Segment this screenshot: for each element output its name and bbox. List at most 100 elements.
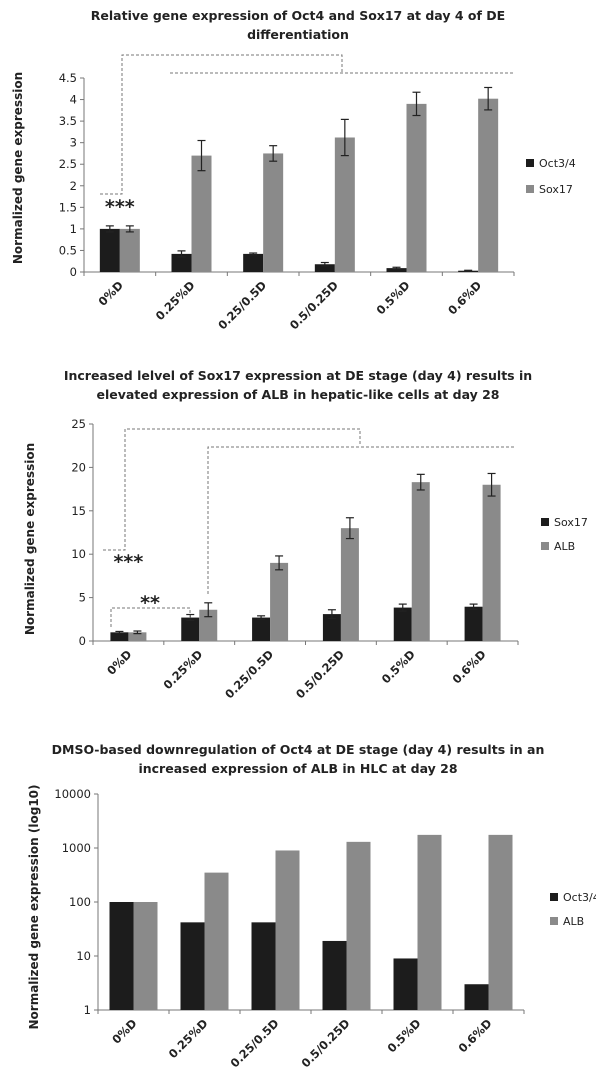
bar-sox17 — [191, 155, 212, 272]
bar-sox17 — [478, 98, 499, 273]
bar-oct3-4 — [243, 253, 264, 272]
chart-oct4-alb-log: DMSO-based downregulation of Oct4 at DE … — [27, 742, 596, 1070]
x-tick-label: 0.6%D — [455, 1016, 494, 1055]
bar-oct3-4 — [464, 984, 489, 1010]
y-tick-label: 2 — [70, 179, 77, 193]
y-tick-label: 25 — [71, 417, 86, 431]
bar-alb — [340, 528, 359, 641]
y-tick-label: 1 — [84, 1003, 91, 1017]
bar-oct3-4 — [109, 902, 134, 1010]
y-tick-label: 10000 — [54, 787, 91, 801]
bar-alb — [488, 834, 513, 1010]
bar-sox17 — [334, 137, 355, 272]
x-tick-label: 0.25%D — [153, 278, 198, 323]
chart-sox17-alb: Increased lelvel of Sox17 expression at … — [23, 368, 588, 701]
bar-oct3-4 — [180, 922, 205, 1010]
bar-sox17 — [322, 614, 341, 641]
x-tick-label: 0.25%D — [161, 647, 206, 692]
bar-sox17 — [263, 153, 284, 272]
x-tick-label: 0%D — [109, 1016, 139, 1046]
y-tick-label: 10 — [76, 949, 91, 963]
legend-swatch — [526, 185, 534, 193]
significance-label: ** — [140, 592, 160, 614]
x-tick-label: 0.6%D — [449, 647, 488, 686]
x-tick-label: 0.5/0.25D — [293, 647, 347, 701]
chart-title-line1: Relative gene expression of Oct4 and Sox… — [91, 8, 505, 23]
bar-sox17 — [119, 228, 140, 272]
x-tick-label: 0.25%D — [166, 1016, 211, 1061]
bar-sox17 — [406, 103, 427, 272]
y-tick-label: 5 — [79, 591, 86, 605]
legend-swatch — [541, 518, 549, 526]
bar-alb — [346, 841, 371, 1010]
y-tick-label: 0.5 — [59, 243, 77, 257]
bar-sox17 — [393, 607, 412, 641]
bar-oct3-4 — [314, 264, 335, 272]
legend-swatch — [550, 917, 558, 925]
bar-sox17 — [181, 617, 200, 641]
legend-label: Oct3/4 — [563, 891, 596, 904]
bar-oct3-4 — [386, 268, 407, 272]
legend-label: Oct3/4 — [539, 157, 576, 170]
bar-oct3-4 — [171, 253, 192, 272]
bar-oct3-4 — [322, 940, 347, 1010]
bar-sox17 — [252, 617, 271, 641]
x-tick-label: 0%D — [104, 647, 134, 677]
legend-swatch — [526, 159, 534, 167]
bar-alb — [417, 834, 442, 1010]
x-tick-label: 0%D — [95, 278, 125, 308]
bar-oct3-4 — [99, 228, 120, 272]
chart-title-line1: DMSO-based downregulation of Oct4 at DE … — [52, 742, 545, 757]
bar-oct3-4 — [251, 922, 276, 1010]
y-tick-label: 0 — [79, 634, 86, 648]
x-tick-label: 0.5%D — [384, 1016, 423, 1055]
y-tick-label: 1000 — [62, 841, 91, 855]
y-tick-label: 1 — [70, 222, 77, 236]
x-tick-label: 0.5%D — [379, 647, 418, 686]
y-tick-label: 4 — [70, 93, 77, 107]
x-tick-label: 0.6%D — [445, 278, 484, 317]
significance-bracket — [103, 428, 361, 551]
legend-swatch — [541, 542, 549, 550]
bar-alb — [133, 902, 158, 1010]
significance-bracket — [110, 607, 191, 627]
bar-alb — [275, 850, 300, 1010]
bar-oct3-4 — [393, 958, 418, 1010]
y-tick-label: 20 — [71, 460, 86, 474]
y-axis-label: Normalized gene expression (log10) — [27, 784, 41, 1029]
y-tick-label: 100 — [69, 895, 91, 909]
bar-sox17 — [110, 632, 129, 641]
significance-bracket — [207, 446, 515, 594]
x-tick-label: 0.25/0.5D — [215, 278, 269, 330]
x-tick-label: 0.25/0.5D — [228, 1016, 282, 1070]
y-tick-label: 2.5 — [59, 157, 77, 171]
y-axis-label: Normalized gene expression — [11, 72, 25, 264]
y-axis-label: Normalized gene expression — [23, 443, 37, 635]
chart-title-line2: differentiation — [247, 27, 349, 42]
significance-bracket — [100, 54, 343, 195]
y-tick-label: 1.5 — [59, 200, 77, 214]
significance-label: *** — [114, 551, 144, 573]
chart-title-line2: increased expression of ALB in HLC at da… — [138, 761, 457, 776]
chart-title-line1: Increased lelvel of Sox17 expression at … — [64, 368, 532, 383]
legend-label: Sox17 — [539, 183, 573, 196]
legend-label: ALB — [554, 540, 575, 553]
legend-label: Sox17 — [554, 516, 588, 529]
y-tick-label: 4.5 — [59, 71, 77, 85]
bar-alb — [204, 872, 229, 1010]
x-tick-label: 0.25/0.5D — [222, 647, 276, 701]
legend-swatch — [550, 893, 558, 901]
y-tick-label: 10 — [71, 547, 86, 561]
bar-sox17 — [464, 606, 483, 641]
bar-alb — [482, 484, 501, 641]
y-tick-label: 0 — [70, 265, 77, 279]
y-tick-label: 3 — [70, 136, 77, 150]
significance-label: *** — [105, 196, 135, 218]
bar-alb — [199, 609, 218, 641]
chart-title-line2: elevated expression of ALB in hepatic-li… — [96, 387, 499, 402]
bar-alb — [128, 632, 147, 641]
x-tick-label: 0.5%D — [373, 278, 412, 317]
chart-oct4-sox17: Relative gene expression of Oct4 and Sox… — [11, 8, 576, 330]
x-tick-label: 0.5/0.25D — [299, 1016, 353, 1070]
